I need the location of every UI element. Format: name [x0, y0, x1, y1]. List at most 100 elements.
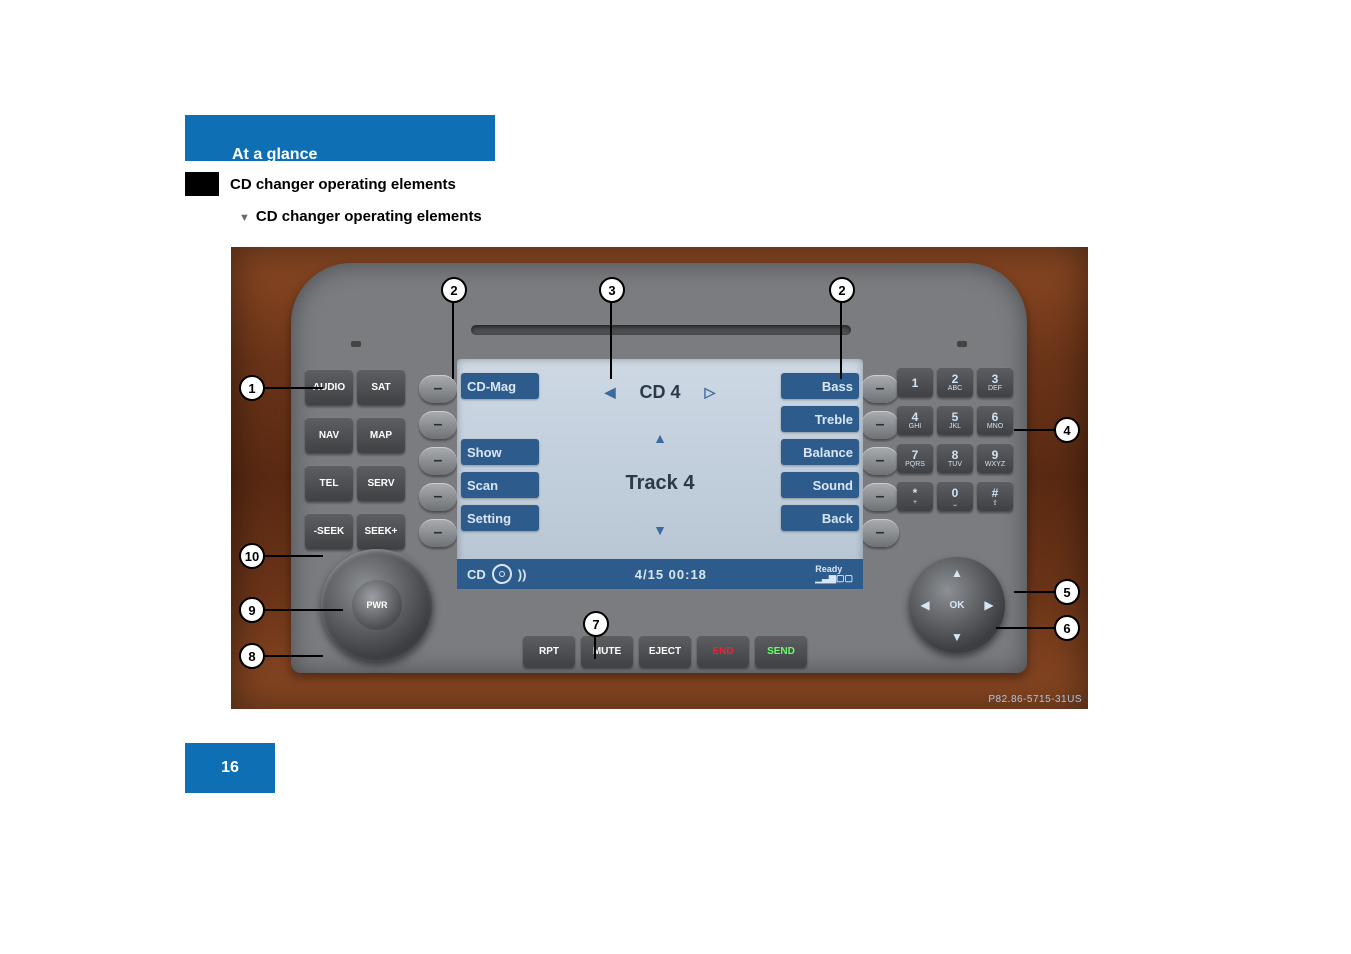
softkey-l5[interactable]: – — [419, 519, 457, 547]
callout-6: 6 — [1054, 615, 1080, 641]
btn-serv[interactable]: SERV — [357, 465, 405, 501]
callout-line-6 — [996, 627, 1056, 629]
callout-8: 8 — [239, 643, 265, 669]
softkey-r3[interactable]: – — [861, 447, 899, 475]
callout-2a: 2 — [441, 277, 467, 303]
scr-show: Show — [461, 439, 539, 465]
key-hash[interactable]: #⇧ — [977, 481, 1013, 511]
btn-end[interactable]: END — [697, 635, 749, 667]
callout-7: 7 — [583, 611, 609, 637]
dpad-up-icon[interactable]: ▲ — [951, 566, 963, 580]
key-9[interactable]: 9WXYZ — [977, 443, 1013, 473]
key-5[interactable]: 5JKL — [937, 405, 973, 435]
key-6[interactable]: 6MNO — [977, 405, 1013, 435]
callout-line-7 — [594, 635, 596, 659]
btn-eject[interactable]: EJECT — [639, 635, 691, 667]
softkey-l2[interactable]: – — [419, 411, 457, 439]
callout-9: 9 — [239, 597, 265, 623]
dpad[interactable]: ▲ ◀ OK ▶ ▼ — [909, 557, 1005, 653]
callout-2b: 2 — [829, 277, 855, 303]
left-arrow-icon: ◀ — [605, 384, 616, 401]
scr-setting: Setting — [461, 505, 539, 531]
down-arrow-icon: ▼ — [653, 522, 667, 538]
softkey-l1[interactable]: – — [419, 375, 457, 403]
figure-reference: P82.86-5715-31US — [988, 694, 1082, 705]
btn-nav[interactable]: NAV — [305, 417, 353, 453]
btn-sat[interactable]: SAT — [357, 369, 405, 405]
callout-line-2a — [452, 301, 454, 379]
callout-line-1 — [263, 387, 323, 389]
header-title: At a glance — [232, 146, 317, 164]
scr-balance: Balance — [781, 439, 859, 465]
softkeys-right: – – – – – — [861, 375, 899, 547]
up-arrow-icon: ▲ — [653, 430, 667, 446]
scr-left-blank — [461, 406, 539, 432]
key-7[interactable]: 7PQRS — [897, 443, 933, 473]
callout-10: 10 — [239, 543, 265, 569]
dpad-down-icon[interactable]: ▼ — [951, 630, 963, 644]
callout-line-3 — [610, 301, 612, 379]
display-screen: CD-Mag Show Scan Setting Bass Treble Bal… — [457, 359, 863, 589]
btn-map[interactable]: MAP — [357, 417, 405, 453]
softkey-r2[interactable]: – — [861, 411, 899, 439]
callout-line-9 — [263, 609, 343, 611]
radio-unit: AUDIO SAT NAV MAP TEL SERV -SEEK SEEK+ — [291, 263, 1027, 673]
screen-center: ◀ CD 4 ▷ ▲ Track 4 ▼ — [547, 369, 773, 551]
pwr-button[interactable]: PWR — [352, 580, 402, 630]
status-bars: ▁▃▆▢▢ — [815, 574, 853, 583]
section-heading: CD changer operating elements — [239, 208, 482, 225]
btn-rpt[interactable]: RPT — [523, 635, 575, 667]
btn-mute[interactable]: MUTE — [581, 635, 633, 667]
signal-icon: )) — [518, 567, 527, 582]
dpad-right-icon[interactable]: ▶ — [984, 598, 993, 612]
track-label: Track 4 — [626, 472, 695, 495]
btn-tel[interactable]: TEL — [305, 465, 353, 501]
figure: 1 2 2 3 4 5 6 7 8 9 10 AUDIO — [231, 247, 1088, 709]
key-star[interactable]: *+ — [897, 481, 933, 511]
callout-4: 4 — [1054, 417, 1080, 443]
mode-button-grid: AUDIO SAT NAV MAP TEL SERV -SEEK SEEK+ — [305, 369, 405, 561]
header-subtitle: CD changer operating elements — [230, 176, 456, 193]
led-left — [351, 341, 361, 347]
status-mode: CD — [467, 567, 486, 582]
key-2[interactable]: 2ABC — [937, 367, 973, 397]
key-0[interactable]: 0⎵ — [937, 481, 973, 511]
softkey-r5[interactable]: – — [861, 519, 899, 547]
callout-5: 5 — [1054, 579, 1080, 605]
rotary-knob[interactable]: PWR — [321, 549, 433, 661]
dpad-left-icon[interactable]: ◀ — [920, 598, 929, 612]
softkey-r4[interactable]: – — [861, 483, 899, 511]
led-right — [957, 341, 967, 347]
callout-1: 1 — [239, 375, 265, 401]
cd-number: CD 4 — [639, 382, 680, 403]
page-number: 16 — [185, 743, 275, 793]
callout-line-8 — [263, 655, 323, 657]
softkeys-left: – – – – – — [419, 375, 457, 547]
disc-icon — [492, 564, 512, 584]
scr-sound: Sound — [781, 472, 859, 498]
scr-scan: Scan — [461, 472, 539, 498]
dpad-ok[interactable]: OK — [950, 600, 965, 611]
softkey-l4[interactable]: – — [419, 483, 457, 511]
key-8[interactable]: 8TUV — [937, 443, 973, 473]
btn-seek-plus[interactable]: SEEK+ — [357, 513, 405, 549]
softkey-l3[interactable]: – — [419, 447, 457, 475]
key-4[interactable]: 4GHI — [897, 405, 933, 435]
scr-treble: Treble — [781, 406, 859, 432]
key-3[interactable]: 3DEF — [977, 367, 1013, 397]
callout-3: 3 — [599, 277, 625, 303]
callout-line-4 — [1014, 429, 1056, 431]
btn-seek-minus[interactable]: -SEEK — [305, 513, 353, 549]
softkey-r1[interactable]: – — [861, 375, 899, 403]
status-center: 4/15 00:18 — [526, 567, 815, 582]
callout-line-2b — [840, 301, 842, 379]
right-arrow-icon: ▷ — [705, 384, 716, 401]
bottom-button-row: RPT MUTE EJECT END SEND — [523, 635, 807, 667]
status-bar: CD )) 4/15 00:18 Ready ▁▃▆▢▢ — [457, 559, 863, 589]
header-black-block — [185, 172, 219, 196]
scr-bass: Bass — [781, 373, 859, 399]
scr-cd-mag: CD-Mag — [461, 373, 539, 399]
key-1[interactable]: 1 — [897, 367, 933, 397]
callout-line-10 — [263, 555, 323, 557]
btn-send[interactable]: SEND — [755, 635, 807, 667]
